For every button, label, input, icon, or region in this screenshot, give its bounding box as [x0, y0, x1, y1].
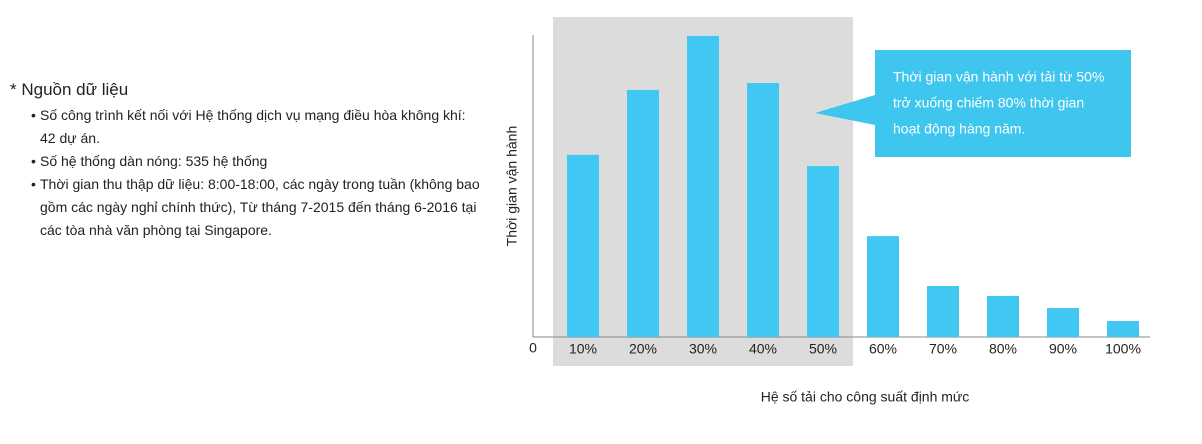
callout-text: trở xuống chiếm 80% thời gian: [893, 95, 1084, 111]
bar: [927, 285, 959, 337]
bar: [987, 295, 1019, 337]
y-tick-label: 0: [529, 340, 537, 356]
bar: [1047, 308, 1079, 337]
bar: [687, 35, 719, 337]
bar: [1107, 320, 1139, 337]
x-tick-label: 40%: [749, 341, 777, 357]
note-item: Số công trình kết nối với Hệ thống dịch …: [31, 104, 480, 150]
callout-pointer: [815, 95, 875, 125]
notes: * Nguồn dữ liệu Số công trình kết nối vớ…: [10, 80, 480, 242]
callout-text: Thời gian vận hành với tải từ 50%: [893, 69, 1104, 85]
bar: [567, 154, 599, 337]
notes-list: Số công trình kết nối với Hệ thống dịch …: [10, 104, 480, 242]
x-tick-label: 20%: [629, 341, 657, 357]
x-tick-label: 60%: [869, 341, 897, 357]
x-tick-label: 30%: [689, 341, 717, 357]
note-item: Thời gian thu thập dữ liệu: 8:00-18:00, …: [31, 173, 480, 242]
notes-title: * Nguồn dữ liệu: [10, 80, 129, 99]
x-tick-label: 90%: [1049, 341, 1077, 357]
bar: [807, 166, 839, 337]
x-tick-label: 10%: [569, 341, 597, 357]
y-axis-title: Thời gian vận hành: [504, 126, 520, 246]
x-tick-label: 100%: [1105, 341, 1141, 357]
callout-text: hoạt động hàng năm.: [893, 121, 1025, 137]
x-tick-label: 70%: [929, 341, 957, 357]
bar: [867, 236, 899, 337]
bar: [627, 89, 659, 338]
bar: [747, 83, 779, 337]
x-tick-label: 80%: [989, 341, 1017, 357]
note-item: Số hệ thống dàn nóng: 535 hệ thống: [31, 150, 480, 173]
x-tick-label: 50%: [809, 341, 837, 357]
callout-box: [875, 50, 1131, 157]
x-axis-title: Hệ số tải cho công suất định mức: [761, 389, 970, 405]
